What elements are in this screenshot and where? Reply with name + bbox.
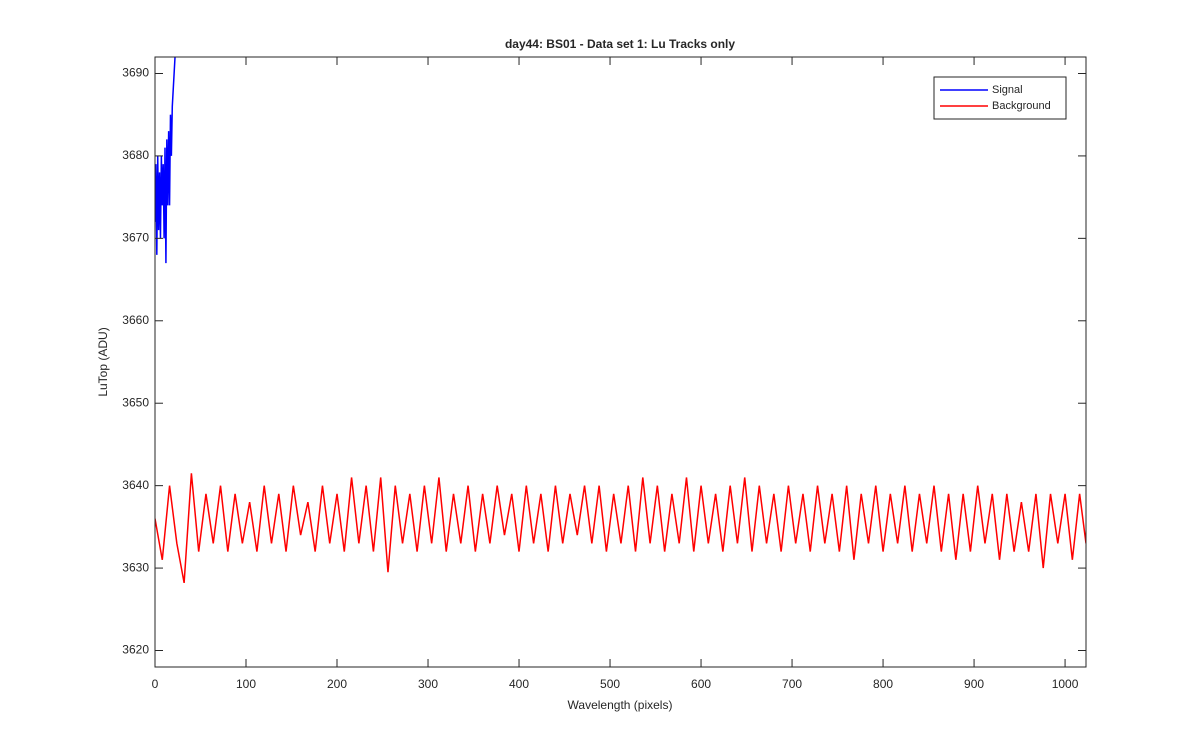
y-tick-label: 3670 — [122, 231, 149, 245]
y-axis-label: LuTop (ADU) — [96, 327, 110, 396]
x-tick-label: 800 — [873, 677, 893, 691]
x-tick-label: 700 — [782, 677, 802, 691]
x-tick-label: 600 — [691, 677, 711, 691]
x-axis-label: Wavelength (pixels) — [568, 698, 673, 712]
plot-area — [155, 57, 1086, 584]
x-tick-label: 0 — [152, 677, 159, 691]
legend-label: Background — [992, 100, 1051, 112]
x-tick-label: 200 — [327, 677, 347, 691]
x-tick-label: 500 — [600, 677, 620, 691]
chart-title: day44: BS01 - Data set 1: Lu Tracks only — [505, 37, 735, 51]
y-tick-label: 3630 — [122, 560, 149, 574]
x-tick-label: 300 — [418, 677, 438, 691]
axes-box — [154, 56, 1087, 668]
y-tick-label: 3690 — [122, 66, 149, 80]
legend-label: Signal — [992, 84, 1023, 96]
x-tick-label: 900 — [964, 677, 984, 691]
y-tick-label: 3620 — [122, 643, 149, 657]
x-tick-label: 1000 — [1052, 677, 1079, 691]
y-tick-label: 3650 — [122, 395, 149, 409]
x-tick-label: 100 — [236, 677, 256, 691]
x-tick-label: 400 — [509, 677, 529, 691]
y-tick-label: 3660 — [122, 313, 149, 327]
legend-box — [933, 76, 1067, 120]
y-tick-label: 3640 — [122, 478, 149, 492]
y-tick-label: 3680 — [122, 148, 149, 162]
series-line — [155, 57, 176, 264]
series-line — [155, 473, 1086, 584]
